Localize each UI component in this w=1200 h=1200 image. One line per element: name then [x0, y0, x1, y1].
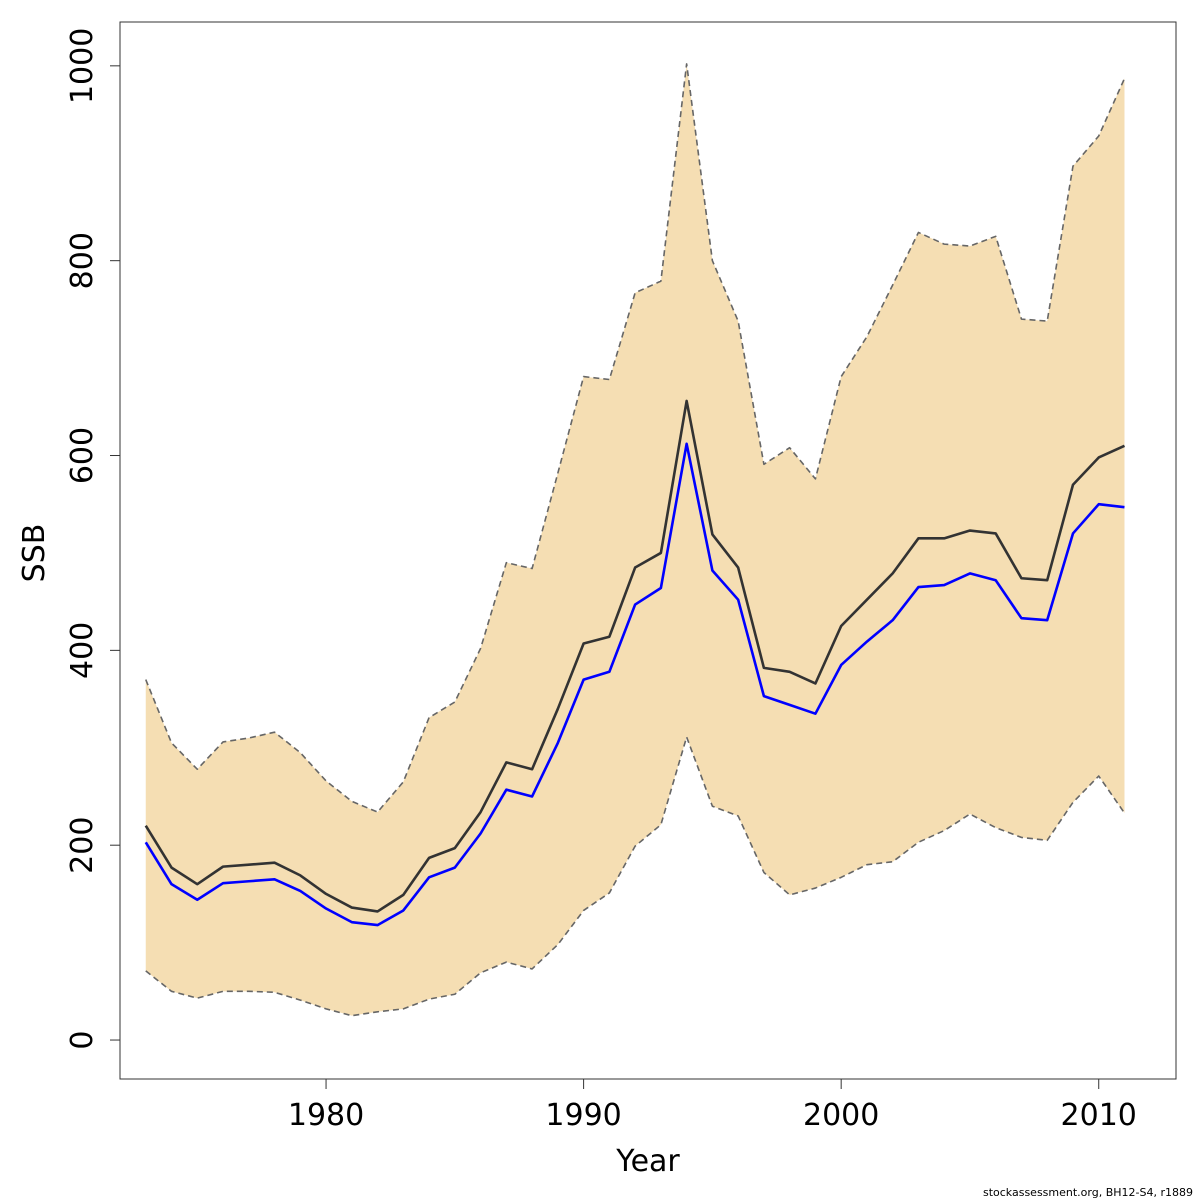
y-axis-title: SSB	[17, 524, 52, 583]
band-upper-line	[145, 63, 1126, 813]
x-tick-label: 1980	[288, 1098, 364, 1133]
blue-series-line	[144, 442, 1125, 927]
black-series-line	[144, 399, 1126, 913]
credit-text: stockassessment.org, BH12-S4, r1889	[983, 1186, 1193, 1199]
plot-frame	[119, 21, 1177, 1080]
y-axis: 0 200 400 600 800 1000	[65, 28, 120, 1050]
x-tick-label: 2000	[803, 1098, 879, 1133]
x-tick-label: 1990	[545, 1098, 621, 1133]
y-tick-label: 400	[65, 622, 100, 679]
y-tick-label: 0	[65, 1030, 100, 1049]
series-lines	[144, 63, 1126, 1017]
band-fill	[145, 63, 1125, 1016]
y-tick-label: 200	[65, 817, 100, 874]
y-tick-label: 800	[65, 232, 100, 289]
band-lower-line	[145, 736, 1126, 1017]
x-tick-label: 2010	[1061, 1098, 1137, 1133]
y-tick-label: 600	[65, 427, 100, 484]
x-axis-title: Year	[615, 1144, 680, 1179]
y-tick-label: 1000	[65, 28, 100, 104]
x-axis: 1980 1990 2000 2010	[288, 1079, 1137, 1133]
confidence-band	[145, 63, 1125, 1016]
